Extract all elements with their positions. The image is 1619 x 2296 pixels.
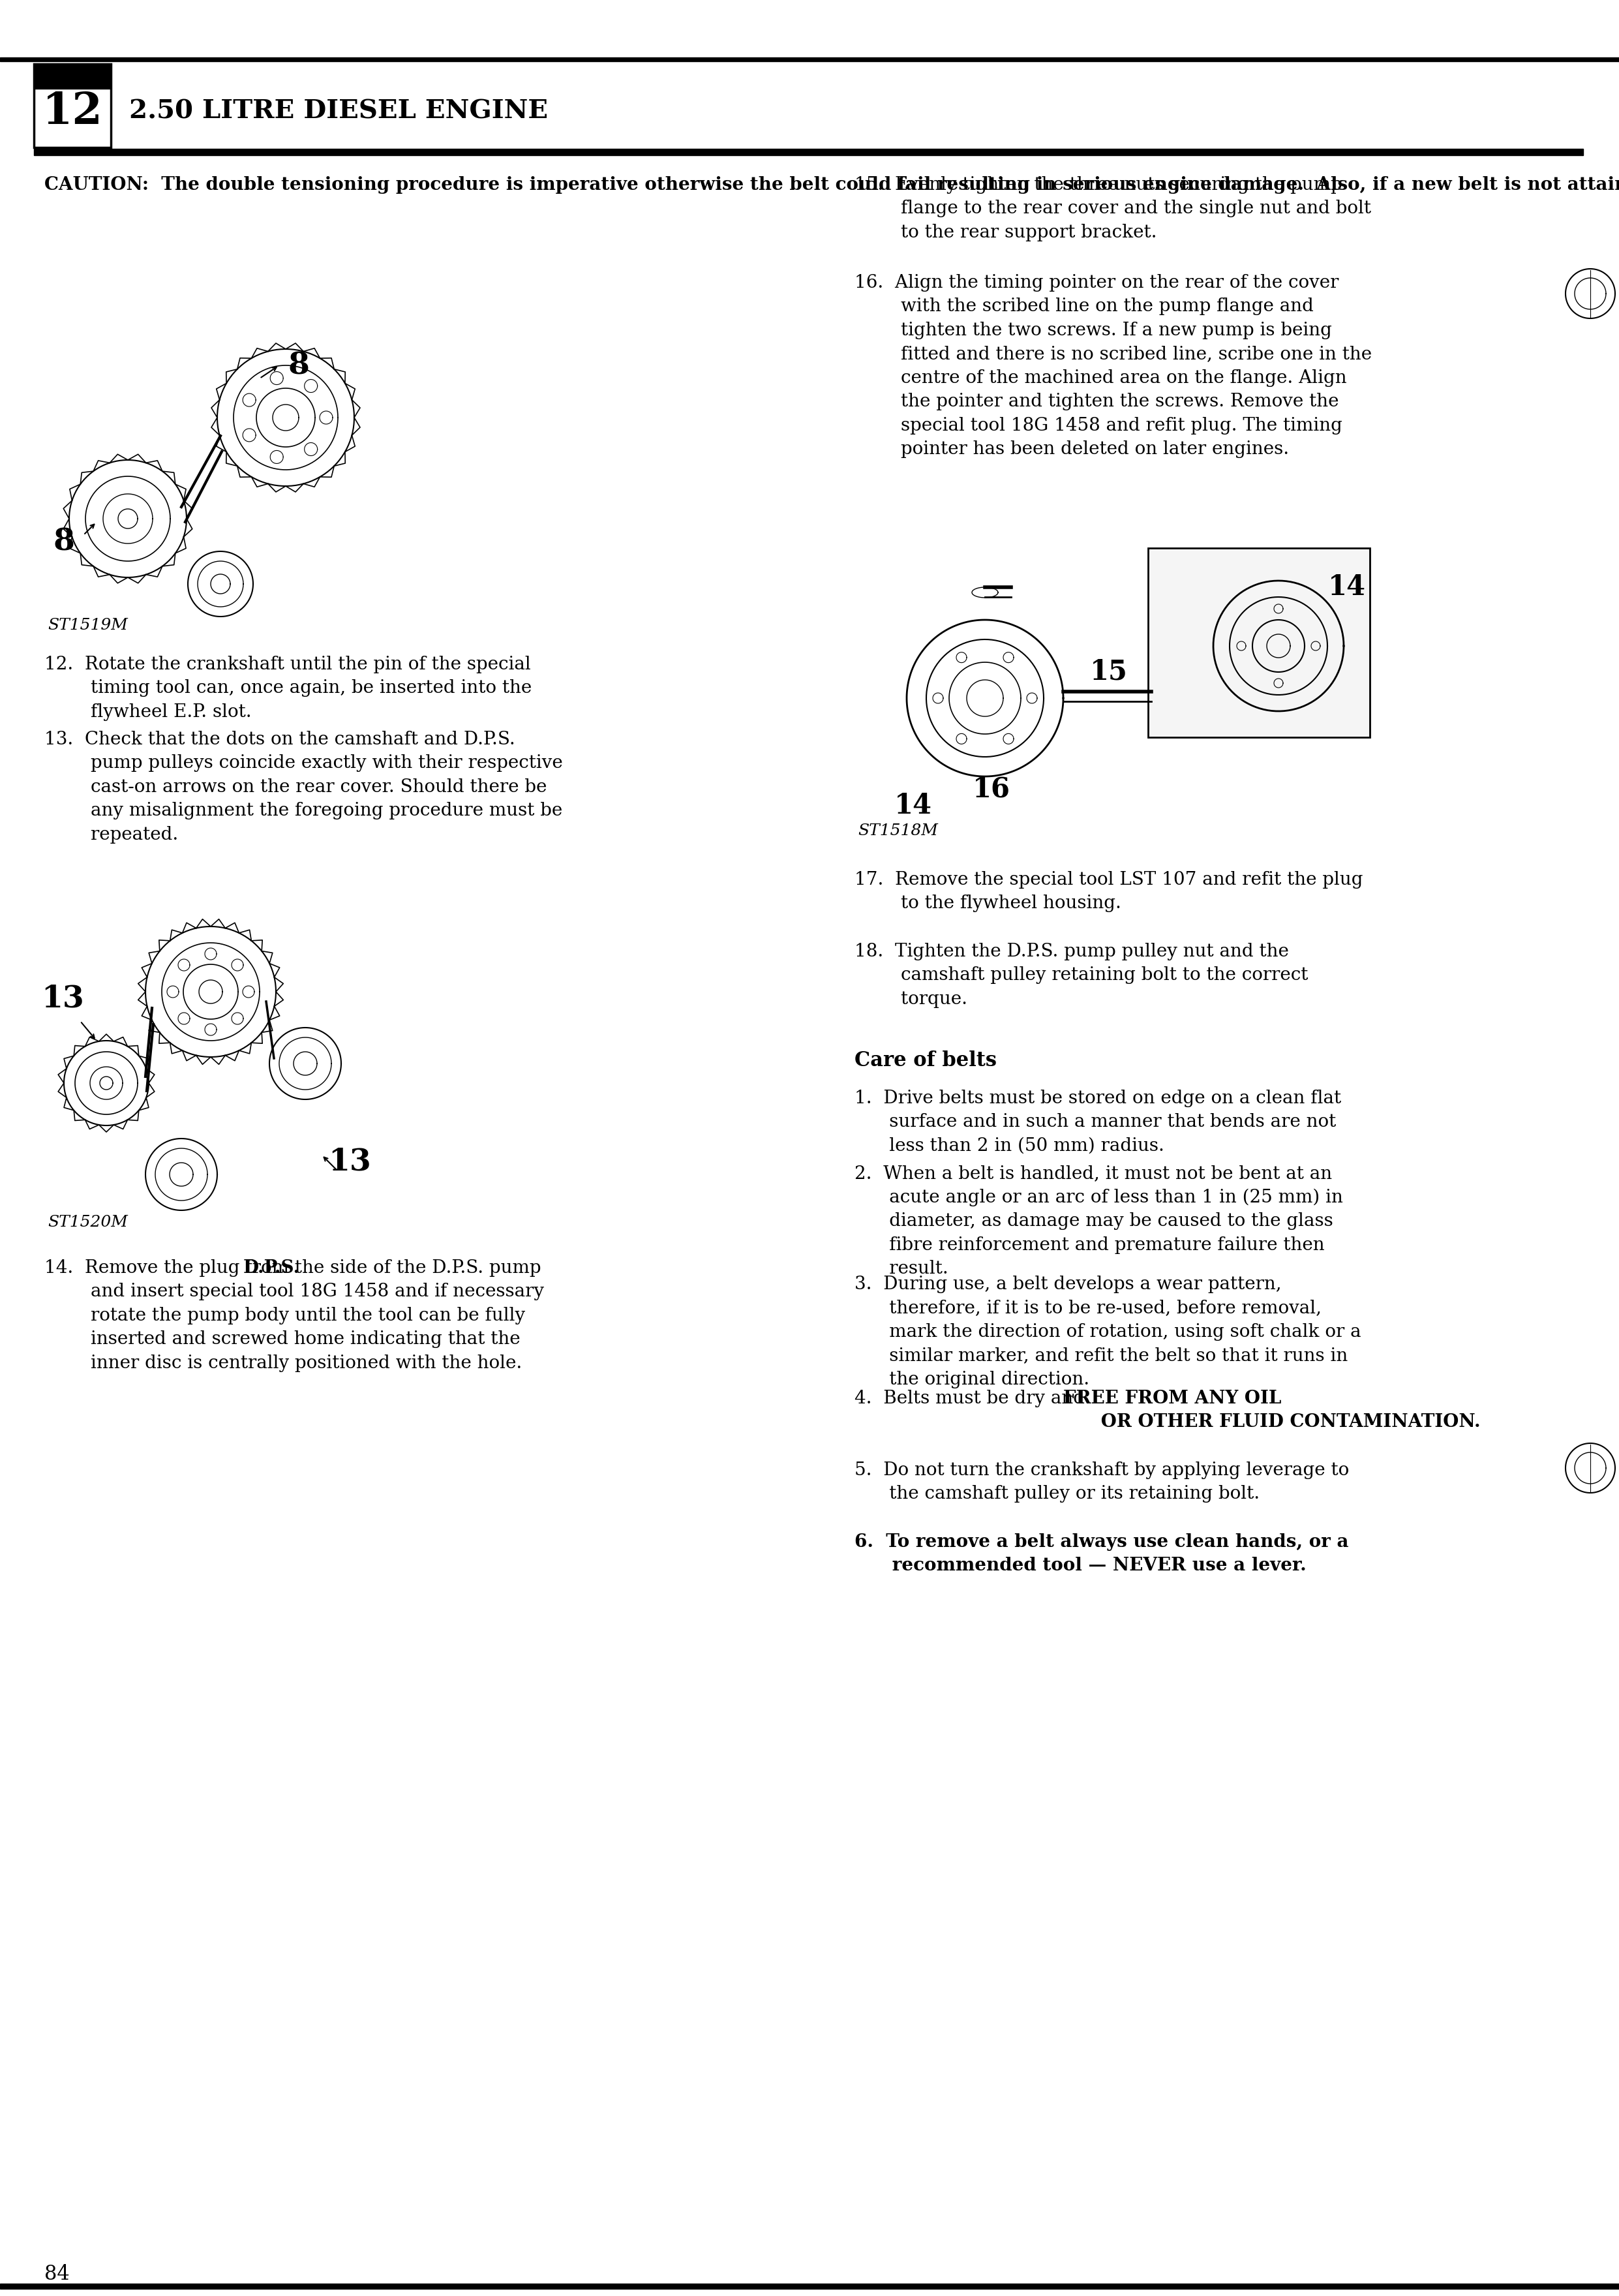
Text: 2.  When a belt is handled, it must not be bent at an
      acute angle or an ar: 2. When a belt is handled, it must not b… xyxy=(855,1164,1344,1277)
Text: 14.  Remove the plug from the side of the D.P.S. pump
        and insert special: 14. Remove the plug from the side of the… xyxy=(44,1258,544,1373)
Text: Care of belts: Care of belts xyxy=(855,1052,997,1070)
Text: 14: 14 xyxy=(1328,574,1366,602)
Text: D.P.S.: D.P.S. xyxy=(243,1258,300,1277)
Text: 6.  To remove a belt always use clean hands, or a
      recommended tool — NEVER: 6. To remove a belt always use clean han… xyxy=(855,1534,1349,1575)
Text: 15.  Evenly tighten the three nuts securing the pump
        flange to the rear : 15. Evenly tighten the three nuts securi… xyxy=(855,177,1371,241)
Text: 15: 15 xyxy=(1090,659,1128,687)
Text: 18.  Tighten the D.P.S. pump pulley nut and the
        camshaft pulley retainin: 18. Tighten the D.P.S. pump pulley nut a… xyxy=(855,944,1308,1008)
Text: 3.  During use, a belt develops a wear pattern,
      therefore, if it is to be : 3. During use, a belt develops a wear pa… xyxy=(855,1277,1362,1389)
Text: 8: 8 xyxy=(288,351,309,381)
Bar xyxy=(855,496,1389,829)
Text: 8: 8 xyxy=(53,526,74,556)
Text: ST1519M: ST1519M xyxy=(47,618,128,634)
Text: 13.  Check that the dots on the camshaft and D.P.S.
        pump pulleys coincid: 13. Check that the dots on the camshaft … xyxy=(44,730,563,843)
Bar xyxy=(0,2285,1619,2289)
Bar xyxy=(34,149,1583,156)
Text: 5.  Do not turn the crankshaft by applying leverage to
      the camshaft pulley: 5. Do not turn the crankshaft by applyin… xyxy=(855,1463,1349,1504)
Bar xyxy=(44,921,403,1219)
Bar xyxy=(34,64,110,90)
Text: ST1518M: ST1518M xyxy=(858,824,937,838)
Text: 84: 84 xyxy=(44,2264,70,2285)
Text: 12: 12 xyxy=(42,92,102,133)
Text: CAUTION:  The double tensioning procedure is imperative otherwise the belt could: CAUTION: The double tensioning procedure… xyxy=(44,177,1619,195)
Text: 1.  Drive belts must be stored on edge on a clean flat
      surface and in such: 1. Drive belts must be stored on edge on… xyxy=(855,1091,1341,1155)
Text: 2.50 LITRE DIESEL ENGINE: 2.50 LITRE DIESEL ENGINE xyxy=(130,99,547,124)
Text: 13: 13 xyxy=(329,1146,371,1176)
Text: FREE FROM ANY OIL
      OR OTHER FLUID CONTAMINATION.: FREE FROM ANY OIL OR OTHER FLUID CONTAMI… xyxy=(1064,1389,1480,1430)
Text: ST1520M: ST1520M xyxy=(47,1215,128,1231)
Text: 16.  Align the timing pointer on the rear of the cover
        with the scribed : 16. Align the timing pointer on the rear… xyxy=(855,273,1371,459)
Text: 16: 16 xyxy=(973,776,1010,804)
Text: 12.  Rotate the crankshaft until the pin of the special
        timing tool can,: 12. Rotate the crankshaft until the pin … xyxy=(44,657,531,721)
Bar xyxy=(1148,549,1370,737)
Text: 17.  Remove the special tool LST 107 and refit the plug
        to the flywheel : 17. Remove the special tool LST 107 and … xyxy=(855,870,1363,912)
Bar xyxy=(34,64,110,147)
Bar xyxy=(0,57,1619,62)
Text: 4.  Belts must be dry and: 4. Belts must be dry and xyxy=(855,1389,1091,1407)
Bar xyxy=(44,333,403,622)
Text: 13: 13 xyxy=(40,983,84,1013)
Text: 14: 14 xyxy=(894,792,933,820)
